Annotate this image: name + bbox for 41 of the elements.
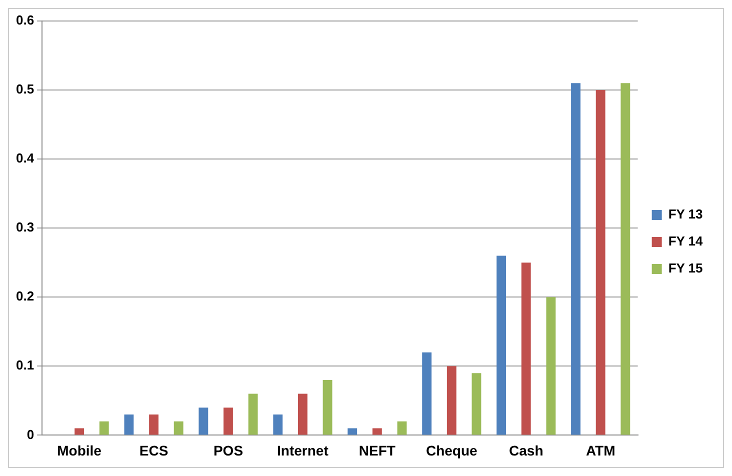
legend-label: FY 13	[668, 206, 703, 222]
bar	[198, 408, 208, 435]
bar	[596, 90, 606, 435]
bar	[446, 366, 456, 435]
bar	[99, 421, 109, 435]
y-tick-label: 0.1	[16, 358, 34, 373]
bar	[174, 421, 184, 435]
bar	[422, 352, 432, 435]
bar	[273, 414, 283, 435]
x-tick-label: Internet	[277, 442, 329, 458]
bar	[149, 414, 158, 435]
x-tick-label: ATM	[586, 442, 616, 458]
legend-label: FY 14	[668, 234, 704, 249]
bar	[322, 380, 332, 435]
x-tick-label: Cash	[508, 442, 544, 458]
bar	[571, 83, 580, 435]
x-tick-label: ECS	[139, 442, 168, 458]
bar	[521, 262, 531, 435]
x-tick-label: POS	[213, 442, 244, 458]
legend-label: FY 15	[668, 260, 703, 276]
bar	[248, 394, 258, 435]
y-tick-label: 0	[26, 426, 34, 442]
bar	[348, 428, 358, 435]
bar	[124, 414, 134, 435]
x-tick-label: Cheque	[426, 442, 478, 458]
y-tick-label: 0.2	[16, 288, 34, 304]
bar	[372, 428, 382, 435]
y-tick-label: 0.6	[16, 12, 34, 28]
bar	[472, 373, 482, 435]
y-tick-label: 0.4	[16, 150, 35, 166]
bar	[74, 428, 84, 435]
bar	[397, 421, 407, 435]
bar	[298, 394, 308, 435]
bar	[224, 408, 233, 435]
bar	[620, 83, 630, 435]
y-tick-label: 0.3	[16, 220, 34, 235]
bar	[496, 256, 506, 435]
y-tick-label: 0.5	[16, 82, 34, 97]
x-tick-label: NEFT	[358, 442, 396, 458]
bar	[546, 297, 556, 435]
x-tick-label: Mobile	[57, 442, 102, 458]
